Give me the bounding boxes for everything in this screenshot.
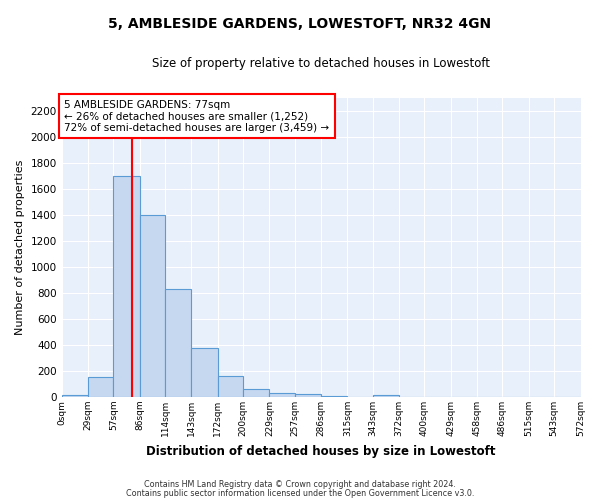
Bar (113, 176, 140, 397)
Bar (269, 393, 295, 397)
Bar (243, 388, 269, 397)
Bar (165, 289, 191, 397)
Bar (62, 395, 88, 397)
Bar (321, 396, 347, 397)
X-axis label: Distribution of detached houses by size in Lowestoft: Distribution of detached houses by size … (146, 444, 496, 458)
Text: 5 AMBLESIDE GARDENS: 77sqm
← 26% of detached houses are smaller (1,252)
72% of s: 5 AMBLESIDE GARDENS: 77sqm ← 26% of deta… (64, 100, 329, 133)
Bar (191, 348, 218, 397)
Bar (295, 394, 321, 397)
Title: Size of property relative to detached houses in Lowestoft: Size of property relative to detached ho… (152, 58, 490, 70)
Text: Contains public sector information licensed under the Open Government Licence v3: Contains public sector information licen… (126, 489, 474, 498)
Text: 5, AMBLESIDE GARDENS, LOWESTOFT, NR32 4GN: 5, AMBLESIDE GARDENS, LOWESTOFT, NR32 4G… (109, 18, 491, 32)
Y-axis label: Number of detached properties: Number of detached properties (15, 160, 25, 335)
Text: Contains HM Land Registry data © Crown copyright and database right 2024.: Contains HM Land Registry data © Crown c… (144, 480, 456, 489)
Bar (218, 376, 243, 397)
Bar (88, 377, 113, 397)
Bar (373, 395, 399, 397)
Bar (140, 215, 165, 397)
